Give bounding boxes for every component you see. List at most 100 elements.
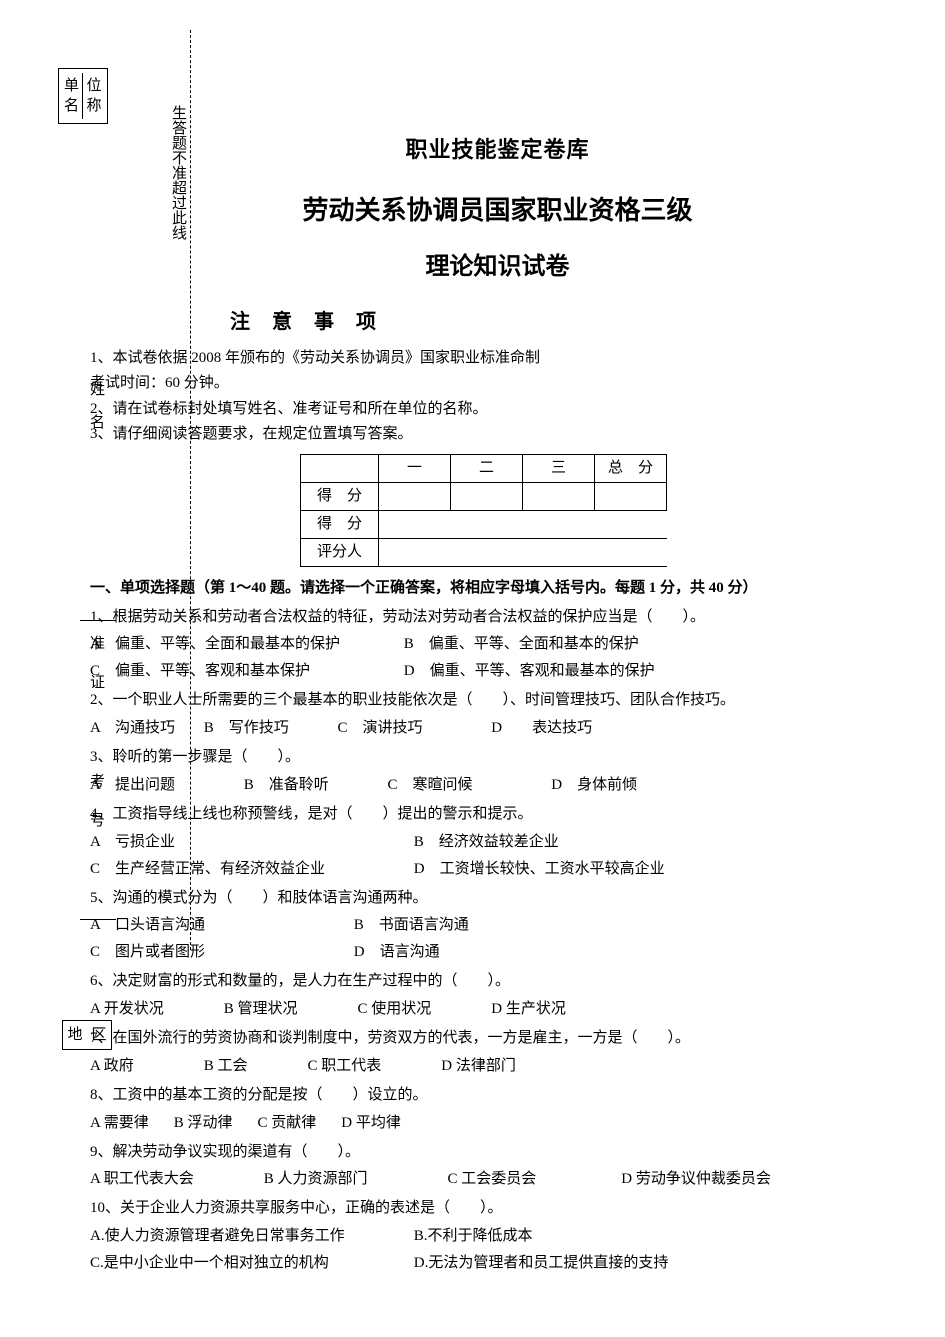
label: 地 bbox=[67, 1022, 82, 1049]
cell bbox=[379, 538, 667, 566]
question-options: A 提出问题 B 准备聆听 C 寒暄问候 D 身体前倾 bbox=[90, 772, 905, 799]
question-options: A 政府 B 工会 C 职工代表 D 法律部门 bbox=[90, 1053, 905, 1080]
label: 位 bbox=[86, 77, 101, 97]
question-options: A 职工代表大会 B 人力资源部门 C 工会委员会 D 劳动争议仲裁委员会 bbox=[90, 1166, 905, 1193]
option: C 工会委员会 bbox=[448, 1166, 618, 1193]
option: C 演讲技巧 bbox=[338, 715, 488, 742]
table-row: 得 分 bbox=[301, 482, 667, 510]
question-stem: 7、在国外流行的劳资协商和谈判制度中，劳资双方的代表，一方是雇主，一方是（ ）。 bbox=[90, 1025, 905, 1053]
option: B 人力资源部门 bbox=[264, 1166, 444, 1193]
option: C 贡献律 bbox=[258, 1110, 338, 1137]
option: A 需要律 bbox=[90, 1110, 170, 1137]
option: D 平均律 bbox=[341, 1115, 401, 1131]
question-stem: 6、决定财富的形式和数量的，是人力在生产过程中的（ ）。 bbox=[90, 968, 905, 996]
question-options: C.是中小企业中一个相对独立的机构 D.无法为管理者和员工提供直接的支持 bbox=[90, 1250, 905, 1277]
option: D 偏重、平等、客观和最基本的保护 bbox=[404, 663, 655, 679]
option: C 职工代表 bbox=[308, 1053, 438, 1080]
question-options: A 口头语言沟通 B 书面语言沟通 bbox=[90, 912, 905, 939]
option: B.不利于降低成本 bbox=[414, 1228, 533, 1244]
question-options: A 沟通技巧 B 写作技巧 C 演讲技巧 D 表达技巧 bbox=[90, 715, 905, 742]
option: D 劳动争议仲裁委员会 bbox=[621, 1171, 771, 1187]
option: A 开发状况 bbox=[90, 996, 220, 1023]
cell bbox=[379, 482, 451, 510]
cell: 评分人 bbox=[301, 538, 379, 566]
option: A 职工代表大会 bbox=[90, 1166, 260, 1193]
question-stem: 10、关于企业人力资源共享服务中心，正确的表述是（ ）。 bbox=[90, 1195, 905, 1223]
unit-name-box: 单 名 位 称 bbox=[58, 68, 108, 124]
question-options: C 图片或者图形 D 语言沟通 bbox=[90, 939, 905, 966]
option: D 表达技巧 bbox=[491, 720, 592, 736]
option: A 提出问题 bbox=[90, 772, 240, 799]
notice-list: 1、本试卷依据 2008 年颁布的《劳动关系协调员》国家职业标准命制 考试时间：… bbox=[90, 346, 905, 448]
table-row: 评分人 bbox=[301, 538, 667, 566]
question-stem: 3、聆听的第一步骤是（ ）。 bbox=[90, 744, 905, 772]
option: A 沟通技巧 bbox=[90, 715, 200, 742]
title-main-1: 劳动关系协调员国家职业资格三级 bbox=[90, 188, 905, 235]
option: A 亏损企业 bbox=[90, 829, 410, 856]
cell: 得 分 bbox=[301, 482, 379, 510]
option: D 工资增长较快、工资水平较高企业 bbox=[414, 861, 665, 877]
question-options: A.使人力资源管理者避免日常事务工作 B.不利于降低成本 bbox=[90, 1223, 905, 1250]
cell bbox=[523, 482, 595, 510]
notice-item: 考试时间：60 分钟。 bbox=[90, 371, 905, 397]
question-options: C 生产经营正常、有经济效益企业 D 工资增长较快、工资水平较高企业 bbox=[90, 856, 905, 883]
option: C 使用状况 bbox=[358, 996, 488, 1023]
question-stem: 4、工资指导线上线也称预警线，是对（ ）提出的警示和提示。 bbox=[90, 801, 905, 829]
option: D 生产状况 bbox=[491, 1001, 566, 1017]
notice-item: 2、请在试卷标封处填写姓名、准考证号和所在单位的名称。 bbox=[90, 397, 905, 423]
option: C 图片或者图形 bbox=[90, 939, 350, 966]
option: B 写作技巧 bbox=[204, 715, 334, 742]
option: B 管理状况 bbox=[224, 996, 354, 1023]
option: B 工会 bbox=[204, 1053, 304, 1080]
question-options: A 开发状况 B 管理状况 C 使用状况 D 生产状况 bbox=[90, 996, 905, 1023]
option: D 身体前倾 bbox=[551, 777, 637, 793]
option: B 偏重、平等、全面和基本的保护 bbox=[404, 636, 639, 652]
cell: 三 bbox=[523, 454, 595, 482]
label: 名 bbox=[64, 97, 79, 117]
page-content: 职业技能鉴定卷库 劳动关系协调员国家职业资格三级 理论知识试卷 注意事项 1、本… bbox=[90, 130, 905, 1277]
cell: 一 bbox=[379, 454, 451, 482]
option: B 经济效益较差企业 bbox=[414, 834, 559, 850]
cell bbox=[595, 482, 667, 510]
notice-item: 3、请仔细阅读答题要求，在规定位置填写答案。 bbox=[90, 422, 905, 448]
title-main-2: 理论知识试卷 bbox=[90, 246, 905, 289]
option: A 偏重、平等、全面和最基本的保护 bbox=[90, 631, 400, 658]
cell: 总 分 bbox=[595, 454, 667, 482]
option: B 浮动律 bbox=[174, 1110, 254, 1137]
question-stem: 2、一个职业人士所需要的三个最基本的职业技能依次是（ ）、时间管理技巧、团队合作… bbox=[90, 687, 905, 715]
cell: 二 bbox=[451, 454, 523, 482]
title-bank: 职业技能鉴定卷库 bbox=[90, 130, 905, 170]
option: C 偏重、平等、客观和基本保护 bbox=[90, 658, 400, 685]
option: B 书面语言沟通 bbox=[354, 917, 469, 933]
cell bbox=[301, 454, 379, 482]
option: D 语言沟通 bbox=[354, 944, 440, 960]
question-stem: 5、沟通的模式分为（ ）和肢体语言沟通两种。 bbox=[90, 885, 905, 913]
question-options: C 偏重、平等、客观和基本保护 D 偏重、平等、客观和最基本的保护 bbox=[90, 658, 905, 685]
question-stem: 1、根据劳动关系和劳动者合法权益的特征，劳动法对劳动者合法权益的保护应当是（ ）… bbox=[90, 604, 905, 632]
section-1-title: 一、单项选择题（第 1～40 题。请选择一个正确答案，将相应字母填入括号内。每题… bbox=[90, 575, 905, 602]
option: C 寒暄问候 bbox=[388, 772, 548, 799]
option: A.使人力资源管理者避免日常事务工作 bbox=[90, 1223, 410, 1250]
question-options: A 偏重、平等、全面和最基本的保护 B 偏重、平等、全面和基本的保护 bbox=[90, 631, 905, 658]
option: A 政府 bbox=[90, 1053, 200, 1080]
cell bbox=[451, 482, 523, 510]
option: D 法律部门 bbox=[441, 1058, 516, 1074]
label: 单 bbox=[64, 77, 79, 97]
option: A 口头语言沟通 bbox=[90, 912, 350, 939]
notice-heading: 注意事项 bbox=[230, 304, 905, 340]
table-row: 得 分 bbox=[301, 510, 667, 538]
label: 称 bbox=[86, 97, 101, 117]
table-row: 一 二 三 总 分 bbox=[301, 454, 667, 482]
cell bbox=[379, 510, 667, 538]
question-options: A 需要律 B 浮动律 C 贡献律 D 平均律 bbox=[90, 1110, 905, 1137]
option: B 准备聆听 bbox=[244, 772, 384, 799]
option: C.是中小企业中一个相对独立的机构 bbox=[90, 1250, 410, 1277]
option: D.无法为管理者和员工提供直接的支持 bbox=[414, 1255, 669, 1271]
question-stem: 9、解决劳动争议实现的渠道有（ ）。 bbox=[90, 1139, 905, 1167]
question-stem: 8、工资中的基本工资的分配是按（ ）设立的。 bbox=[90, 1082, 905, 1110]
question-options: A 亏损企业 B 经济效益较差企业 bbox=[90, 829, 905, 856]
cell: 得 分 bbox=[301, 510, 379, 538]
notice-item: 1、本试卷依据 2008 年颁布的《劳动关系协调员》国家职业标准命制 bbox=[90, 346, 905, 372]
score-table: 一 二 三 总 分 得 分 得 分 评分人 bbox=[300, 454, 667, 567]
option: C 生产经营正常、有经济效益企业 bbox=[90, 856, 410, 883]
